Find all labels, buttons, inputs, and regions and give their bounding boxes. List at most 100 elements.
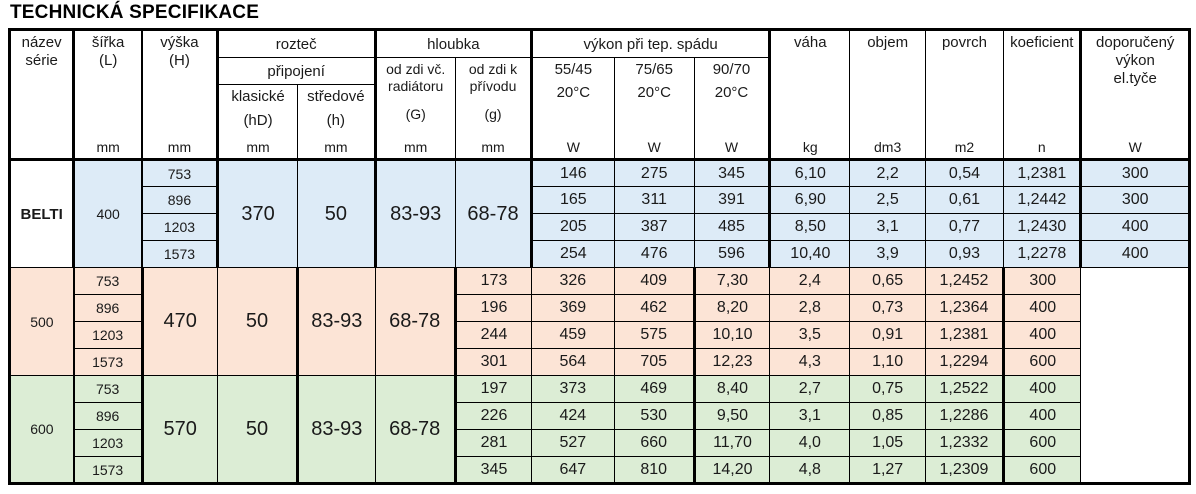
col-header-temp-55-45: 55/45 20°C W: [531, 57, 615, 160]
vaha-cell: 8,20: [693, 294, 771, 322]
vykon-7565-cell: 564: [531, 348, 615, 376]
spec-row: 1573 345 647 810 14,20 4,8 1,27 1,2309 6…: [10, 456, 1190, 484]
spec-row: 1203 205 387 485 8,50 3,1 0,77 1,2430 40…: [10, 213, 1190, 241]
vaha-cell: 8,40: [693, 375, 771, 403]
vaha-cell: 9,50: [693, 402, 771, 430]
vyska-cell: 753: [73, 375, 144, 403]
vykon-7565-cell: 424: [531, 402, 615, 430]
col-header-sirka: šířka (L) mm: [73, 29, 144, 160]
vykon-9070-cell: 530: [613, 402, 696, 430]
vaha-cell: 11,70: [693, 429, 771, 457]
objem-cell: 3,9: [849, 240, 926, 268]
vykon-5545-cell: 146: [531, 158, 615, 187]
col-header-temp-90-70: 90/70 20°C W: [693, 57, 772, 160]
unit-label: mm: [324, 139, 348, 155]
vykon-7565-cell: 369: [531, 294, 615, 322]
col-header-od-zdi-k-privodu: od zdi k přívodu (g) mm: [454, 57, 534, 160]
koeficient-cell: 1,2294: [924, 348, 1006, 376]
unit-label: mm: [481, 139, 505, 155]
vykon-5545-cell: 244: [454, 321, 533, 349]
doporuceny-vykon-cell: 300: [1003, 267, 1082, 295]
koeficient-cell: 1,2332: [924, 429, 1006, 457]
unit-label: W: [566, 139, 580, 155]
vykon-5545-cell: 345: [454, 456, 533, 484]
povrch-cell: 0,75: [849, 375, 926, 403]
objem-cell: 2,5: [849, 186, 926, 214]
povrch-cell: 0,54: [924, 158, 1005, 187]
objem-cell: 3,1: [769, 402, 851, 430]
koeficient-cell: 1,2364: [924, 294, 1006, 322]
vykon-5545-cell: 226: [454, 402, 533, 430]
povrch-cell: 1,10: [849, 348, 926, 376]
col-header-vyska: výška (H) mm: [141, 29, 219, 160]
doporuceny-vykon-cell: 600: [1003, 429, 1082, 457]
unit-label: dm3: [874, 139, 902, 155]
vykon-9070-cell: 810: [613, 456, 696, 484]
doporuceny-vykon-cell: 600: [1003, 348, 1082, 376]
vykon-9070-cell: 596: [693, 240, 772, 268]
spec-table: název série šířka (L) mm výška (H) mm ro…: [8, 28, 1191, 485]
objem-cell: 3,1: [849, 213, 926, 241]
vaha-cell: 7,30: [693, 267, 771, 295]
col-header-objem: objem dm3: [849, 29, 926, 160]
vaha-cell: 8,50: [769, 213, 851, 241]
vykon-9070-cell: 345: [693, 158, 772, 187]
group-header-hloubka: hloubka: [374, 29, 534, 58]
vykon-9070-cell: 485: [693, 213, 772, 241]
doporuceny-vykon-cell: 400: [1003, 402, 1082, 430]
povrch-cell: 0,85: [849, 402, 926, 430]
hloubka-vc-cell: 83-93: [297, 375, 376, 484]
objem-cell: 3,5: [769, 321, 851, 349]
roztec-stredove-cell: 50: [216, 267, 300, 376]
hloubka-k-cell: 68-78: [374, 375, 457, 484]
vyska-cell: 896: [141, 186, 219, 214]
povrch-cell: 0,73: [849, 294, 926, 322]
vykon-7565-cell: 647: [531, 456, 615, 484]
col-header-koeficient: koeficient n: [1003, 29, 1083, 160]
koeficient-cell: 1,2286: [924, 402, 1006, 430]
vykon-9070-cell: 575: [613, 321, 696, 349]
spec-row: 600 753 570 50 83-93 68-78 197 373 469 8…: [8, 375, 1190, 484]
koeficient-cell: 1,2381: [924, 321, 1006, 349]
roztec-stredove-cell: 50: [297, 158, 377, 268]
povrch-cell: 0,91: [849, 321, 926, 349]
spec-row: 1573 254 476 596 10,40 3,9 0,93 1,2278 4…: [10, 240, 1190, 268]
roztec-klasicke-cell: 570: [141, 375, 218, 484]
group-header-vykon: výkon při tep. spádu: [531, 29, 772, 58]
col-header-doporuceny-vykon: doporučený výkon el.tyče W: [1080, 29, 1190, 160]
povrch-cell: 1,05: [849, 429, 926, 457]
koeficient-cell: 1,2430: [1003, 213, 1083, 241]
hloubka-vc-cell: 83-93: [374, 158, 456, 268]
vykon-9070-cell: 705: [613, 348, 696, 376]
spec-row: 1203 244 459 575 10,10 3,5 0,91 1,2381 4…: [10, 321, 1190, 349]
koeficient-cell: 1,2381: [1003, 158, 1083, 187]
vaha-cell: 6,90: [769, 186, 851, 214]
povrch-cell: 0,61: [924, 186, 1005, 214]
vykon-7565-cell: 311: [613, 186, 695, 214]
doporuceny-vykon-cell: 300: [1080, 186, 1190, 214]
col-header-od-zdi-vc-radiatoru: od zdi vč. radiátoru (G) mm: [374, 57, 456, 160]
hloubka-k-cell: 68-78: [374, 267, 457, 376]
vaha-cell: 10,40: [769, 240, 851, 268]
unit-label: kg: [802, 139, 818, 155]
vyska-cell: 753: [141, 158, 219, 187]
col-header-temp-75-65: 75/65 20°C W: [613, 57, 695, 160]
spec-row: 896 165 311 391 6,90 2,5 0,61 1,2442 300: [10, 186, 1190, 214]
unit-label: W: [724, 139, 739, 155]
vyska-cell: 1573: [141, 240, 219, 268]
vykon-7565-cell: 459: [531, 321, 615, 349]
spec-row: 1203 281 527 660 11,70 4,0 1,05 1,2332 6…: [10, 429, 1190, 457]
vyska-cell: 896: [73, 294, 144, 322]
koeficient-cell: 1,2452: [924, 267, 1006, 295]
vaha-cell: 10,10: [693, 321, 771, 349]
povrch-cell: 0,65: [849, 267, 926, 295]
group-500: 500 753 470 50 83-93 68-78 173 326 409 7…: [8, 267, 1190, 376]
page-title: TECHNICKÁ SPECIFIKACE: [10, 2, 260, 23]
group-400: BELTI 400 753 370 50 83-93 68-78 146 275…: [8, 158, 1190, 268]
hloubka-vc-cell: 83-93: [297, 267, 376, 376]
vykon-7565-cell: 326: [531, 267, 615, 295]
vyska-cell: 1573: [73, 456, 144, 484]
vykon-7565-cell: 275: [613, 158, 695, 187]
col-header-vaha: váha kg: [769, 29, 851, 160]
sirka-cell: 600: [8, 375, 75, 484]
